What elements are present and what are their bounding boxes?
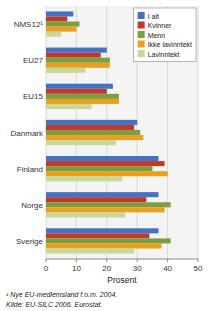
- bar: [46, 125, 134, 130]
- bar: [46, 202, 171, 207]
- bar: [46, 238, 171, 243]
- bar: [46, 68, 86, 73]
- category-label: Sverige: [16, 237, 44, 246]
- category-label: EU27: [23, 56, 44, 65]
- page: {"chart_data": {"type": "bar", "orientat…: [0, 0, 208, 311]
- legend-swatch: [138, 41, 145, 48]
- bar: [46, 233, 149, 238]
- bar: [46, 99, 119, 104]
- legend-label: I alt: [148, 13, 159, 20]
- category-label: Danmark: [11, 129, 44, 138]
- category-label: Norge: [21, 201, 43, 210]
- bar: [46, 197, 146, 202]
- grid: [46, 6, 198, 259]
- grid-line: [198, 6, 199, 259]
- bar: [46, 161, 165, 166]
- bar: [46, 89, 107, 94]
- bar: [46, 207, 165, 212]
- bar: [46, 166, 152, 171]
- bar: [46, 16, 67, 21]
- bar: [46, 32, 61, 37]
- legend-label: Lavinntekt: [148, 51, 180, 58]
- category-label: Finland: [17, 165, 43, 174]
- bar: [46, 63, 110, 68]
- legend-swatch: [138, 50, 145, 57]
- tick-label: 40: [163, 264, 172, 273]
- bar: [46, 212, 125, 217]
- tick-label: 0: [44, 264, 49, 273]
- bar: [46, 84, 113, 89]
- bar: [46, 130, 140, 135]
- legend-swatch: [138, 31, 145, 38]
- bar: [46, 53, 101, 58]
- bar: [46, 140, 116, 145]
- category-label: EU15: [23, 92, 44, 101]
- legend-label: Ikke lavinntekt: [148, 41, 192, 48]
- bar: [46, 48, 107, 53]
- bar: [46, 11, 73, 16]
- footnote: Kilde: EU-SILC 2006. Eurostat.: [6, 301, 103, 308]
- bar: [46, 228, 158, 233]
- bar: [46, 176, 122, 181]
- category-label: NMS12¹: [14, 20, 44, 29]
- bar: [46, 135, 143, 140]
- bar: [46, 27, 76, 32]
- tick-label: 20: [102, 264, 111, 273]
- plot-area: [46, 6, 198, 259]
- legend-label: Kvinner: [148, 22, 172, 29]
- bar: [46, 192, 158, 197]
- legend-label: Menn: [148, 32, 166, 39]
- tick-label: 50: [194, 264, 203, 273]
- legend: I alt Kvinner Menn Ikke lavinntekt Lavinntek…: [134, 8, 196, 62]
- x-axis-label: Prosent: [107, 275, 137, 285]
- bar: [46, 120, 137, 125]
- legend-swatch: [138, 12, 145, 19]
- bar: [46, 243, 162, 248]
- bar: [46, 156, 158, 161]
- bar: [46, 171, 168, 176]
- chart: 0 10 20 30 40 50 NMS12¹ EU27 EU15 Danmark Finland N…: [0, 0, 208, 311]
- tick-label: 30: [133, 264, 142, 273]
- tick-label: 10: [72, 264, 81, 273]
- bar: [46, 58, 110, 63]
- bar: [46, 104, 92, 109]
- bar: [46, 94, 119, 99]
- x-axis-line: [46, 259, 198, 260]
- legend-frame: [134, 8, 196, 62]
- footnote: ¹ Nye EU-medlemsland f.o.m. 2004.: [6, 291, 117, 299]
- legend-swatch: [138, 22, 145, 29]
- bar: [46, 22, 79, 27]
- bar: [46, 249, 134, 254]
